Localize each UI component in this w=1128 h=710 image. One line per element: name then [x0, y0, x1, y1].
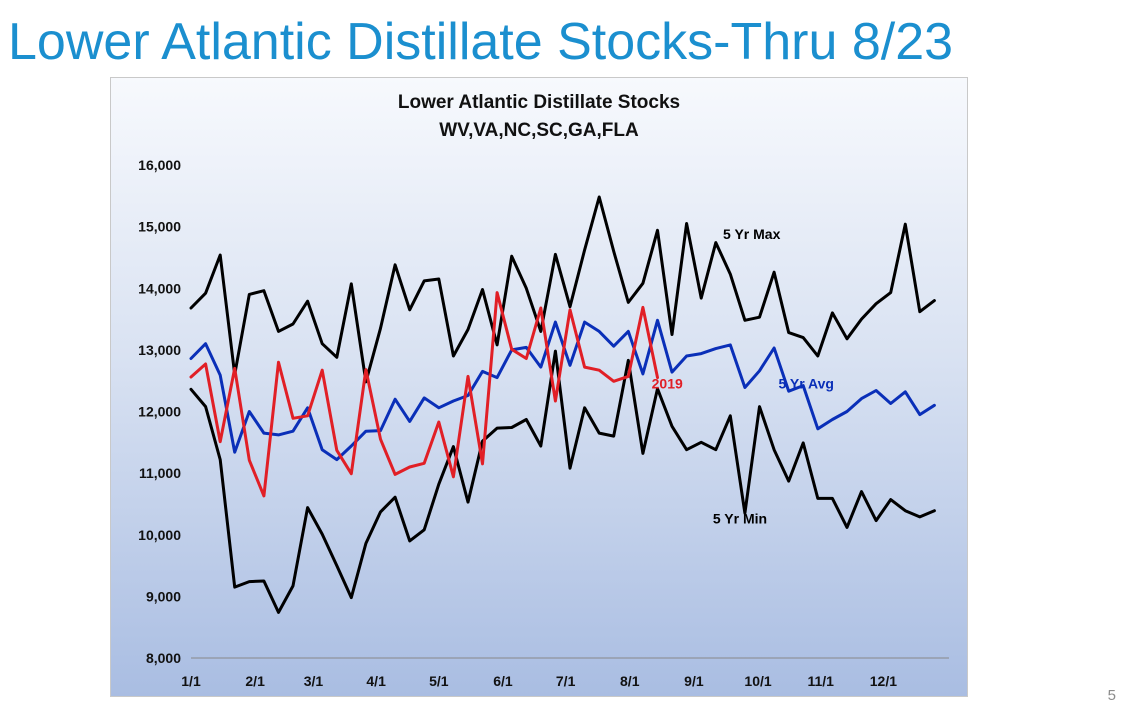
series-line-5-yr-max: [189, 195, 936, 384]
x-tick-label: 2/1: [245, 673, 265, 689]
x-tick-label: 3/1: [304, 673, 324, 689]
series-line-2019: [189, 291, 659, 498]
slide-title: Lower Atlantic Distillate Stocks-Thru 8/…: [8, 13, 954, 71]
chart-subtitle: WV,VA,NC,SC,GA,FLA: [439, 120, 639, 141]
x-tick-label: 1/1: [181, 673, 201, 689]
y-tick-label: 9,000: [146, 588, 181, 604]
series-line-5-yr-avg: [189, 318, 936, 462]
x-tick-label: 6/1: [493, 673, 513, 689]
y-tick-label: 10,000: [138, 527, 181, 543]
y-tick-label: 13,000: [138, 342, 181, 358]
chart-container: Lower Atlantic Distillate Stocks WV,VA,N…: [110, 77, 968, 697]
series-label-5-yr-max: 5 Yr Max: [723, 226, 781, 242]
series-label-5-yr-avg: 5 Yr Avg: [778, 376, 834, 392]
y-tick-label: 15,000: [138, 219, 181, 235]
y-tick-label: 16,000: [138, 157, 181, 173]
x-tick-label: 11/1: [807, 673, 834, 689]
series-label-2019: 2019: [652, 376, 683, 392]
page-number: 5: [1107, 687, 1116, 704]
y-tick-label: 8,000: [146, 650, 181, 666]
y-tick-label: 14,000: [138, 280, 181, 296]
chart-title: Lower Atlantic Distillate Stocks: [397, 92, 681, 113]
x-tick-label: 10/1: [744, 673, 771, 689]
x-tick-label: 5/1: [429, 673, 449, 689]
y-tick-label: 11,000: [139, 465, 181, 481]
series-label-5-yr-min: 5 Yr Min: [713, 511, 767, 527]
x-tick-label: 8/1: [620, 673, 640, 689]
x-tick-label: 4/1: [366, 673, 386, 689]
x-tick-label: 12/1: [870, 673, 897, 689]
y-tick-label: 12,000: [138, 404, 181, 420]
series-line-5-yr-min: [189, 349, 936, 614]
x-tick-label: 7/1: [556, 673, 576, 689]
x-tick-label: 9/1: [684, 673, 704, 689]
line-chart: 8,000 9,000 10,000 11,000 12,000 13,000 14,000…: [138, 157, 949, 689]
